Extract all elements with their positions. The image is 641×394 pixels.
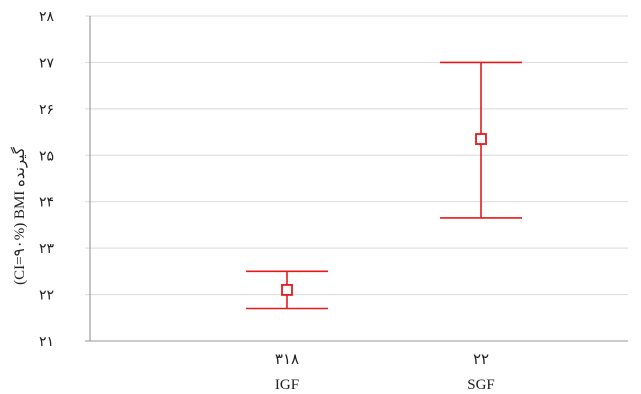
category-labels: ۳۱۸ IGF ۲۲ SGF [275,352,495,393]
y-tick-label: ۲۲ [39,288,54,304]
error-bar-sgf [440,61,522,219]
y-tick-label: ۲۷ [39,55,55,71]
y-tick-label: ۲۵ [39,148,54,164]
y-tick-label: ۲۸ [39,9,55,25]
mean-marker [475,133,487,145]
category-count-label: ۲۲ [473,352,489,368]
error-bar-series [246,61,522,310]
gridlines [85,15,628,342]
y-tick-label: ۲۴ [39,195,54,211]
error-bar-igf [246,270,328,310]
y-tick-labels: ۲۱ ۲۲ ۲۳ ۲۴ ۲۵ ۲۶ ۲۷ ۲۸ [39,9,55,350]
category-label: IGF [275,377,299,393]
category-label: SGF [467,377,495,393]
y-tick-label: ۲۳ [39,241,55,257]
y-tick-label: ۲۶ [39,102,54,118]
y-axis-label: (CI=۹۰%) BMI گیرنده [10,146,28,285]
mean-marker [281,284,293,296]
y-tick-label: ۲۱ [39,334,54,350]
category-count-label: ۳۱۸ [275,352,299,368]
